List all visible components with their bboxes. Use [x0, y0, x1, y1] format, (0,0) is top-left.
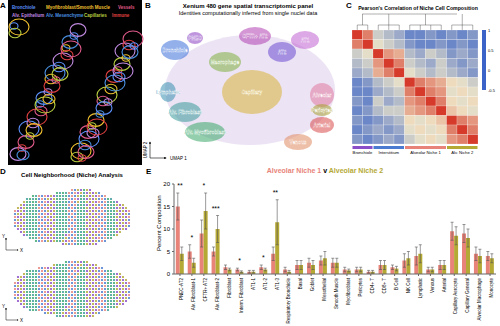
- svg-text:Alv. Fibroblast: Alv. Fibroblast: [169, 110, 202, 115]
- svg-text:E: E: [146, 167, 152, 176]
- svg-text:Pearson's Correlation of Niche: Pearson's Correlation of Niche Cell Comp…: [358, 5, 478, 11]
- svg-text:B Cell: B Cell: [394, 278, 399, 290]
- svg-text:Alv. Fibroblast-2: Alv. Fibroblast-2: [215, 278, 220, 311]
- svg-text:*: *: [262, 254, 265, 261]
- svg-text:Y: Y: [2, 304, 5, 309]
- svg-text:Alveolar: Alveolar: [313, 93, 332, 98]
- svg-text:Fibroblast: Fibroblast: [227, 277, 232, 298]
- svg-text:Bronchiole: Bronchiole: [12, 5, 36, 10]
- svg-text:Alveolar Macrophage: Alveolar Macrophage: [477, 278, 482, 321]
- svg-text:Y: Y: [2, 234, 5, 239]
- svg-text:CFTR+ AT2: CFTR+ AT2: [203, 278, 208, 302]
- svg-text:Cell Neighborhood (Niche) Anal: Cell Neighborhood (Niche) Analysis: [21, 172, 123, 178]
- svg-text:A: A: [0, 1, 6, 10]
- svg-text:10: 10: [163, 226, 170, 232]
- svg-text:AT1-1: AT1-1: [251, 278, 256, 290]
- svg-text:Percent Composition: Percent Composition: [156, 195, 162, 251]
- svg-text:*: *: [238, 257, 241, 264]
- svg-text:B: B: [145, 1, 151, 10]
- svg-text:Arterial: Arterial: [314, 123, 331, 128]
- svg-text:D: D: [0, 167, 6, 176]
- svg-text:Lymphatic: Lymphatic: [156, 90, 180, 95]
- svg-text:CD4+ T: CD4+ T: [370, 278, 375, 294]
- svg-text:AT1: AT1: [301, 38, 310, 43]
- svg-text:AT2: AT2: [278, 50, 287, 55]
- svg-text:CFTR+ AT2: CFTR+ AT2: [242, 34, 268, 39]
- svg-text:*: *: [202, 182, 205, 189]
- svg-text:0: 0: [488, 68, 491, 73]
- svg-text:C: C: [346, 1, 352, 10]
- html-text:Alveolar Niche 1 v Alveolar Ni: Alveolar Niche 1 v Alveolar Niche 2: [266, 167, 384, 174]
- svg-text:Myofibroblast/Smooth Muscle: Myofibroblast/Smooth Muscle: [46, 5, 111, 10]
- svg-text:Xenium 480 gene spatial transc: Xenium 480 gene spatial transcriptomic p…: [183, 3, 314, 9]
- svg-text:Macrophage: Macrophage: [211, 60, 240, 65]
- svg-text:Venous: Venous: [289, 140, 306, 145]
- svg-text:X: X: [20, 318, 23, 323]
- svg-text:Monocyte: Monocyte: [489, 278, 494, 298]
- svg-text:Alv. Epithelium: Alv. Epithelium: [12, 13, 44, 18]
- svg-text:Mesothelial: Mesothelial: [322, 278, 327, 301]
- svg-text:Alv. Niche 2: Alv. Niche 2: [451, 150, 474, 155]
- svg-text:Capillaries: Capillaries: [84, 13, 107, 18]
- svg-text:**: **: [273, 189, 279, 196]
- svg-text:Identities computationally inf: Identities computationally inferred from…: [179, 10, 318, 16]
- svg-text:Goblet: Goblet: [310, 277, 315, 291]
- svg-text:Bronchiole: Bronchiole: [162, 48, 187, 53]
- svg-text:20: 20: [163, 181, 170, 187]
- svg-text:Immune: Immune: [112, 13, 130, 18]
- svg-text:PNEC-AT2: PNEC-AT2: [179, 278, 184, 300]
- svg-text:-0.5: -0.5: [488, 88, 496, 93]
- svg-text:0: 0: [167, 271, 171, 277]
- svg-text:Vessels: Vessels: [118, 5, 135, 10]
- svg-text:AT1-3: AT1-3: [275, 278, 280, 290]
- svg-text:Venous: Venous: [430, 277, 435, 293]
- svg-text:Alveolar Niche 1: Alveolar Niche 1: [410, 150, 441, 155]
- svg-text:X: X: [20, 248, 23, 253]
- svg-text:**: **: [177, 182, 183, 189]
- svg-text:Interstitium: Interstitium: [379, 150, 400, 155]
- svg-text:NK Cell: NK Cell: [406, 278, 411, 293]
- svg-text:AT1-2: AT1-2: [263, 278, 268, 290]
- svg-text:Pericytes: Pericytes: [358, 277, 363, 296]
- svg-text:UMAP 1: UMAP 1: [170, 156, 187, 161]
- svg-text:Basal: Basal: [298, 278, 303, 289]
- svg-text:Alv. Mesenchyme: Alv. Mesenchyme: [46, 13, 84, 18]
- svg-text:Pericytes: Pericytes: [311, 108, 333, 113]
- svg-text:Respiratory Bronchiole: Respiratory Bronchiole: [286, 278, 291, 324]
- svg-text:0.5: 0.5: [488, 48, 494, 53]
- svg-text:Capillary: Capillary: [242, 90, 263, 95]
- svg-text:Capillary Aerocyte: Capillary Aerocyte: [453, 278, 458, 315]
- svg-text:Arterial: Arterial: [442, 278, 447, 292]
- svg-text:15: 15: [163, 204, 170, 210]
- svg-text:***: ***: [212, 205, 220, 212]
- svg-text:1: 1: [488, 28, 491, 33]
- svg-text:UMAP 2: UMAP 2: [143, 141, 148, 158]
- svg-text:CD8+ T: CD8+ T: [382, 278, 387, 294]
- svg-text:*: *: [191, 234, 194, 241]
- svg-text:Bronchiole: Bronchiole: [353, 150, 373, 155]
- svg-text:Capillary General: Capillary General: [465, 278, 470, 313]
- svg-text:5: 5: [167, 249, 171, 255]
- svg-text:Smooth Muscle: Smooth Muscle: [334, 278, 339, 310]
- svg-text:Alv. Fibroblast-1: Alv. Fibroblast-1: [191, 278, 196, 311]
- svg-text:PNEC: PNEC: [188, 36, 202, 41]
- svg-text:Lymphatic: Lymphatic: [418, 277, 423, 298]
- svg-text:Myofibroblast: Myofibroblast: [346, 277, 351, 305]
- svg-text:Interm. Fibroblast: Interm. Fibroblast: [239, 277, 244, 313]
- svg-text:Alv. Myofibroblast: Alv. Myofibroblast: [184, 130, 226, 135]
